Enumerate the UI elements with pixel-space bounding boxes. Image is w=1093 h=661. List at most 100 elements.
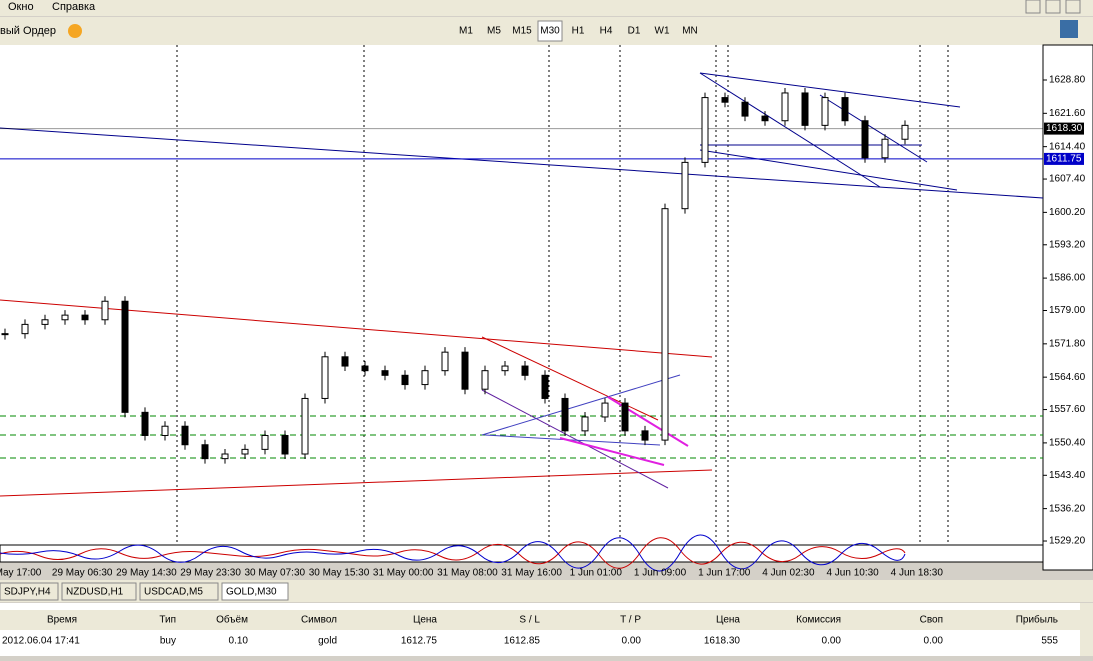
candle — [201, 444, 209, 460]
chart-area — [0, 45, 1043, 545]
x-tick-label: 29 May 23:30 — [180, 568, 241, 579]
x-tick-label: 30 May 07:30 — [244, 568, 305, 579]
y-tick-label: 1536.20 — [1049, 503, 1086, 514]
timeframe-button[interactable]: H1 — [572, 26, 585, 37]
min-button[interactable] — [1025, 0, 1041, 14]
timeframe-button[interactable]: M30 — [540, 26, 560, 37]
y-tick-label: 1579.00 — [1049, 305, 1086, 316]
tab-label[interactable]: SDJPY,H4 — [4, 587, 51, 598]
trend-line — [607, 396, 689, 447]
column-header: Цена — [716, 615, 740, 626]
candle — [281, 434, 289, 455]
x-tick-label: 4 Jun 10:30 — [826, 568, 879, 579]
candle — [161, 425, 169, 436]
tab-label[interactable]: NZDUSD,H1 — [66, 587, 124, 598]
candle — [721, 97, 729, 103]
candle — [461, 351, 469, 390]
y-tick-label: 1571.80 — [1049, 338, 1086, 349]
candle — [561, 397, 569, 432]
table-cell: 1618.30 — [704, 636, 741, 647]
candle — [801, 92, 809, 126]
candle — [701, 97, 709, 163]
y-tick-label: 1550.40 — [1049, 438, 1086, 449]
table-cell: 0.00 — [822, 636, 842, 647]
timeframe-button[interactable]: M15 — [512, 26, 532, 37]
candle — [621, 402, 629, 432]
y-tick-label: 1628.80 — [1049, 75, 1086, 86]
candle — [881, 138, 889, 159]
tab-label[interactable]: GOLD,M30 — [226, 587, 277, 598]
y-tick-label: 1621.60 — [1049, 108, 1086, 119]
column-header: T / P — [620, 615, 641, 626]
timeframe-button[interactable]: M5 — [487, 26, 501, 37]
column-header: Время — [47, 615, 77, 626]
candle — [121, 300, 129, 413]
candle — [361, 365, 369, 372]
timeframe-button[interactable]: MN — [682, 26, 698, 37]
tab[interactable] — [0, 582, 59, 601]
y-tick-label: 1543.40 — [1049, 470, 1086, 481]
menu-item[interactable]: Окно — [8, 1, 34, 13]
icon — [68, 24, 82, 38]
candle — [681, 161, 689, 210]
trend-line — [699, 72, 881, 188]
candle — [501, 365, 509, 372]
x-tick-label: May 17:00 — [0, 568, 42, 579]
tab[interactable] — [139, 582, 219, 601]
table-header — [0, 610, 1080, 630]
price-marker — [1044, 152, 1084, 165]
x-tick-label: 31 May 00:00 — [373, 568, 434, 579]
candle — [81, 314, 89, 321]
candle — [21, 323, 29, 335]
trend-line — [699, 72, 961, 108]
y-tick-label: 1600.20 — [1049, 207, 1086, 218]
osc-line — [0, 534, 906, 572]
table-cell: gold — [318, 636, 337, 647]
column-header: S / L — [519, 615, 540, 626]
table-cell: 555 — [1041, 636, 1058, 647]
candle — [261, 434, 269, 450]
timeframe-button[interactable]: M1 — [459, 26, 473, 37]
close-button[interactable] — [1065, 0, 1081, 14]
candle — [441, 351, 449, 372]
price-marker-label: 1618.30 — [1046, 123, 1083, 134]
trend-line — [481, 389, 669, 489]
tab-label[interactable]: USDCAD,M5 — [144, 587, 203, 598]
timeframe-button[interactable]: H4 — [600, 26, 613, 37]
new-order[interactable]: вый Ордер — [0, 25, 56, 37]
candle — [781, 92, 789, 122]
scrollbar[interactable] — [1080, 603, 1093, 656]
restore-button[interactable] — [1045, 0, 1061, 14]
candle — [181, 425, 189, 446]
candle — [381, 370, 389, 376]
tab[interactable] — [221, 582, 289, 601]
tab[interactable] — [61, 582, 137, 601]
table-cell: 2012.06.04 17:41 — [2, 636, 80, 647]
column-header: Комиссия — [796, 615, 841, 626]
trend-line — [484, 434, 661, 446]
candle — [41, 319, 49, 325]
tf-active — [537, 20, 563, 42]
candle — [581, 416, 589, 432]
trend-line — [0, 127, 1044, 199]
trend-line — [481, 336, 659, 421]
price-marker — [1044, 122, 1084, 135]
x-tick-label: 4 Jun 18:30 — [891, 568, 944, 579]
column-header: Объём — [216, 614, 248, 626]
candle — [741, 101, 749, 117]
timeframe-button[interactable]: D1 — [628, 26, 641, 37]
table-cell: 0.00 — [622, 636, 642, 647]
trend-line — [0, 469, 713, 497]
column-header: Прибыль — [1016, 614, 1058, 626]
timeframe-button[interactable]: W1 — [655, 26, 670, 37]
candle — [241, 448, 249, 455]
candle — [861, 120, 869, 159]
y-tick-label: 1614.40 — [1049, 141, 1086, 152]
menu-item[interactable]: Справка — [52, 1, 96, 13]
candle — [541, 374, 549, 399]
candle — [601, 402, 609, 418]
candle — [761, 115, 769, 122]
candle — [821, 97, 829, 126]
y-tick-label: 1593.20 — [1049, 239, 1086, 250]
x-tick-label: 31 May 16:00 — [501, 568, 562, 579]
